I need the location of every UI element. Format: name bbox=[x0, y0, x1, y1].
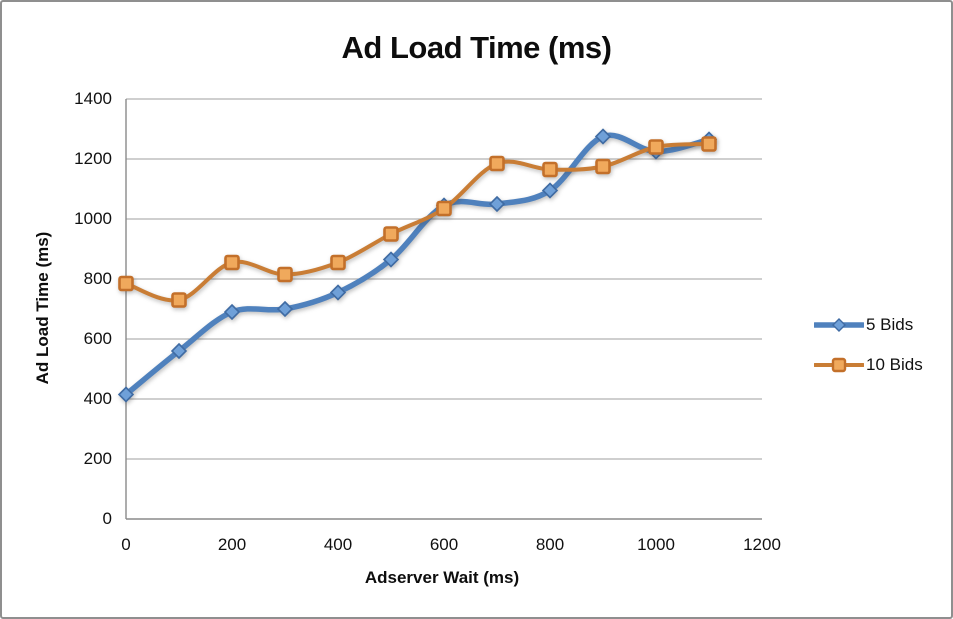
x-tick-label: 400 bbox=[323, 535, 353, 554]
square-marker bbox=[489, 155, 505, 172]
y-tick-label: 400 bbox=[83, 389, 112, 408]
square-marker bbox=[436, 200, 452, 217]
diamond-marker bbox=[170, 342, 188, 360]
y-tick-label: 1000 bbox=[74, 209, 112, 228]
legend-swatch bbox=[814, 318, 864, 332]
legend-label: 10 Bids bbox=[866, 355, 923, 374]
legend-item-5-bids: 5 Bids bbox=[814, 315, 913, 335]
square-marker bbox=[383, 226, 399, 242]
x-tick-label: 200 bbox=[217, 535, 247, 554]
y-tick-label: 0 bbox=[102, 509, 112, 528]
series-line bbox=[123, 132, 712, 398]
square-marker bbox=[171, 292, 187, 308]
x-tick-label: 600 bbox=[429, 535, 459, 554]
diamond-marker bbox=[382, 251, 400, 268]
y-tick-label: 1200 bbox=[74, 149, 112, 168]
x-tick-label: 1200 bbox=[743, 535, 781, 554]
square-marker bbox=[277, 266, 293, 283]
diamond-marker-icon bbox=[832, 318, 846, 332]
series-10-bids bbox=[118, 136, 717, 308]
diamond-marker bbox=[117, 386, 135, 403]
x-tick-label: 1000 bbox=[637, 535, 675, 554]
chart-title: Ad Load Time (ms) bbox=[341, 30, 612, 65]
square-marker bbox=[330, 254, 346, 271]
square-marker bbox=[118, 275, 134, 292]
y-axis-title: Ad Load Time (ms) bbox=[33, 231, 52, 385]
y-tick-label: 800 bbox=[83, 269, 112, 288]
diamond-marker bbox=[329, 284, 347, 301]
diamond-marker bbox=[541, 182, 559, 199]
series-5-bids bbox=[117, 128, 718, 403]
square-marker bbox=[542, 161, 558, 178]
legend-swatch bbox=[814, 357, 864, 373]
square-marker bbox=[224, 254, 240, 271]
x-tick-label: 800 bbox=[535, 535, 565, 554]
diamond-marker bbox=[488, 195, 506, 213]
square-marker-icon bbox=[831, 357, 847, 373]
diamond-marker bbox=[594, 128, 612, 145]
legend-item-10-bids: 10 Bids bbox=[814, 355, 923, 375]
diamond-marker bbox=[223, 303, 241, 321]
legend-label: 5 Bids bbox=[866, 315, 914, 334]
square-marker bbox=[648, 139, 664, 155]
x-tick-label: 0 bbox=[121, 535, 131, 554]
series-line bbox=[124, 142, 711, 303]
square-marker bbox=[595, 158, 611, 175]
y-tick-label: 600 bbox=[83, 329, 112, 348]
y-tick-label: 200 bbox=[83, 449, 112, 468]
y-tick-label: 1400 bbox=[74, 89, 112, 108]
x-axis-title: Adserver Wait (ms) bbox=[364, 568, 520, 587]
square-marker bbox=[701, 136, 717, 152]
diamond-marker bbox=[276, 300, 294, 318]
